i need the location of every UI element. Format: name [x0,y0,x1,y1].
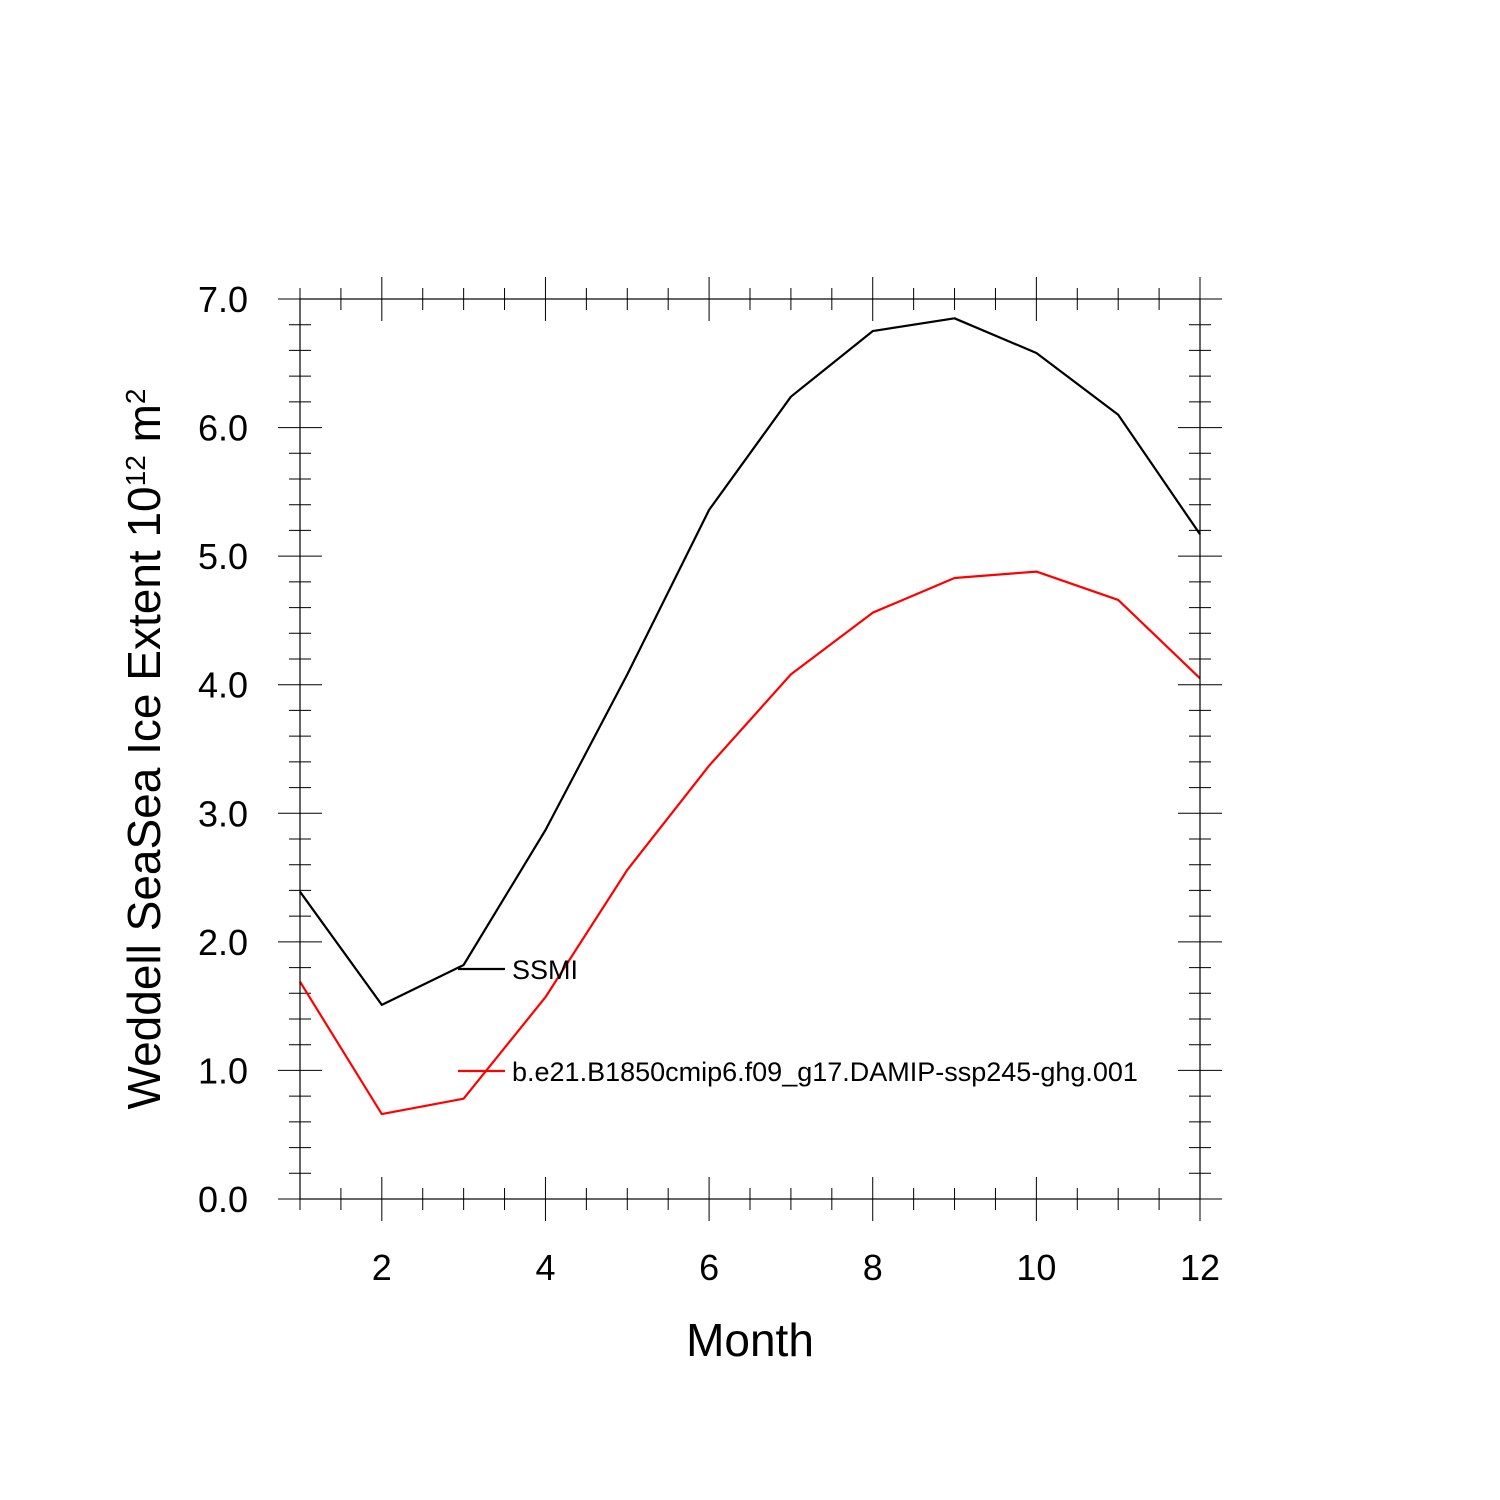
x-tick-labels: 2 4 6 8 10 12 [372,1247,1220,1288]
y-tick-label: 5.0 [198,536,248,577]
x-tick-label: 6 [699,1247,719,1288]
legend-label: SSMI [512,955,578,985]
legend-label: b.e21.B1850cmip6.f09_g17.DAMIP-ssp245-gh… [512,1057,1138,1087]
plot-frame [299,298,1201,1200]
x-tick-label: 4 [535,1247,555,1288]
y-tick-label: 1.0 [198,1050,248,1091]
y-tick-label: 4.0 [198,665,248,706]
y-tick-labels: 0.0 1.0 2.0 3.0 4.0 5.0 6.0 7.0 [198,279,248,1220]
y-tick-label: 3.0 [198,793,248,834]
y-tick-label: 6.0 [198,408,248,449]
y-axis-label-exponent: 12 [120,455,151,486]
x-tick-label: 10 [1016,1247,1056,1288]
series-line-model [299,570,1201,1116]
y-tick-label: 0.0 [198,1179,248,1220]
y-axis-label-unit: m [118,404,170,455]
x-tick-label: 2 [372,1247,392,1288]
x-tick-label: 12 [1180,1247,1220,1288]
series-lines [299,317,1201,1116]
x-axis-label: Month [686,1314,814,1366]
y-axis-label-unit-exponent: 2 [120,389,151,405]
y-tick-label: 7.0 [198,279,248,320]
y-axis-label-text: Weddell SeaSea Ice Extent 10 [118,486,170,1109]
y-axis-label: Weddell SeaSea Ice Extent 1012 m2 [118,389,170,1110]
x-tick-label: 8 [863,1247,883,1288]
series-line-ssmi [299,317,1201,1007]
y-tick-label: 2.0 [198,922,248,963]
legend: SSMI b.e21.B1850cmip6.f09_g17.DAMIP-ssp24… [458,955,1138,1087]
